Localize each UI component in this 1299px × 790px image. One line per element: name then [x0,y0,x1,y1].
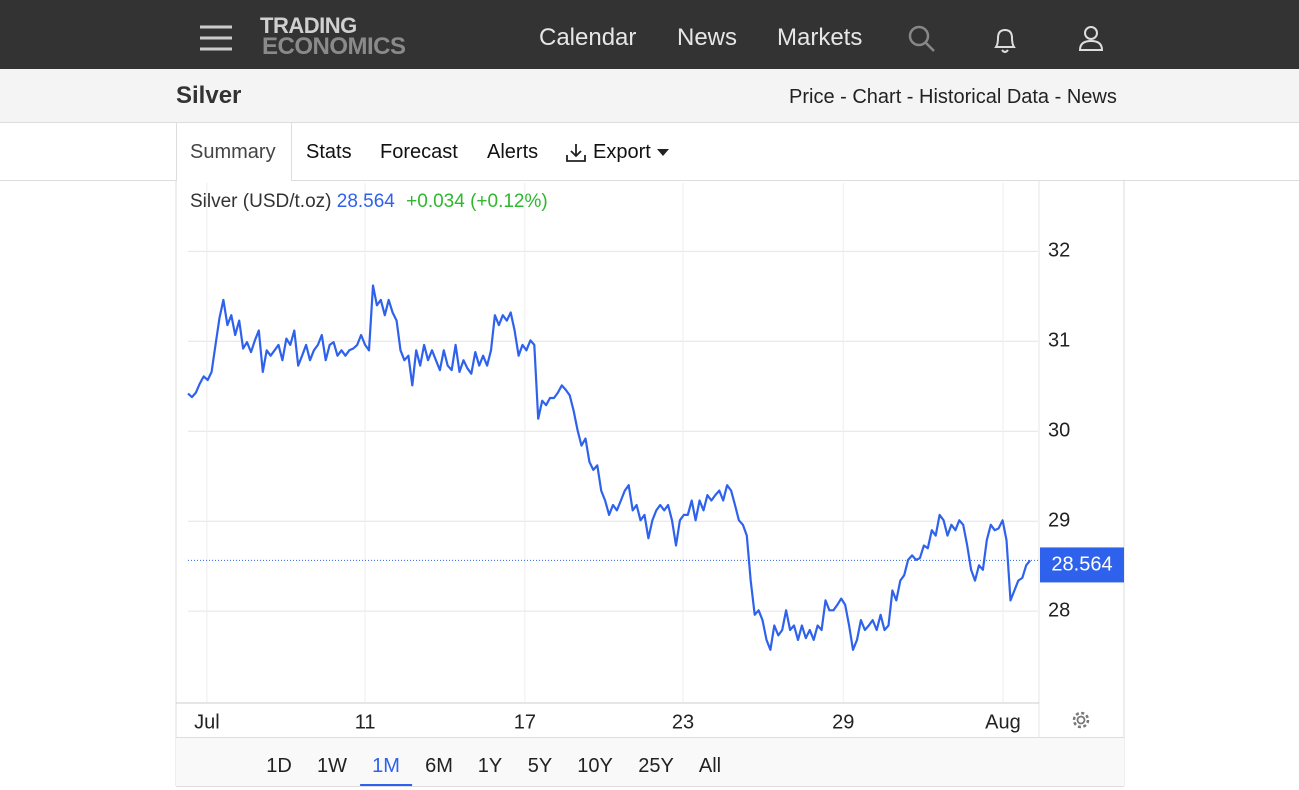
x-tick-label: 17 [514,711,536,733]
range-button[interactable]: All [698,755,722,777]
y-tick-label: 31 [1048,330,1070,352]
nav-link[interactable]: Calendar [539,24,637,51]
nav-link[interactable]: Markets [777,24,863,51]
tab[interactable]: Stats [306,141,352,163]
active-tab-bg [176,123,292,181]
x-tick-label: Aug [985,711,1021,733]
x-tick-label: 11 [355,711,376,733]
range-button[interactable]: 6M [425,755,453,777]
y-tick-label: 28 [1048,599,1070,621]
chart-header: Silver (USD/t.oz) 28.564 +0.034 (+0.12%) [190,191,548,213]
price-line [187,284,1031,651]
y-tick-label: 32 [1048,240,1070,262]
x-tick-label: 29 [832,711,854,733]
user-icon[interactable] [1076,24,1106,54]
page-title: Silver [176,82,242,109]
logo-top[interactable]: TRADING [260,13,357,38]
nav-link[interactable]: News [677,24,738,51]
range-button[interactable]: 1M [360,755,412,786]
caret [657,149,669,156]
range-button[interactable]: 1Y [477,755,503,777]
sub-header: Silver Price - Chart - Historical Data -… [0,69,1299,123]
tab-bar: Summary Stats Forecast Alerts Export [0,123,1299,181]
search-icon[interactable] [906,24,938,54]
tab[interactable]: Forecast [380,141,458,163]
bell-icon[interactable] [990,26,1020,56]
x-tick-label: Jul [194,711,220,733]
last-price: 28.564 [336,191,395,212]
tab[interactable]: Summary [190,141,276,163]
range-button[interactable]: 5Y [527,755,553,777]
range-button[interactable]: 1D [266,755,292,777]
settings-icon[interactable] [1072,711,1090,729]
range-bar: 1D 1W 1M 6M 1Y 5Y 10Y 25Y All [176,737,1124,787]
price-change: +0.034 (+0.12%) [406,191,548,212]
tab[interactable]: Alerts [487,141,539,163]
y-tick-label: 29 [1048,509,1070,531]
last-price-box [1040,547,1124,583]
breadcrumb[interactable]: Price - Chart - Historical Data - News [789,86,1117,108]
download-icon[interactable] [565,142,587,164]
range-button[interactable]: 25Y [638,755,674,777]
range-button[interactable]: 1W [317,755,347,777]
menu-icon[interactable] [198,24,234,52]
tab[interactable]: Export [593,141,651,163]
logo-bottom[interactable]: ECONOMICS [262,33,406,60]
series-label: Silver (USD/t.oz) [190,191,332,212]
top-nav: TRADING ECONOMICS Calendar News Markets [0,0,1299,69]
y-tick-label: 30 [1048,420,1070,442]
x-tick-label: 23 [672,711,694,733]
range-button[interactable]: 10Y [577,755,613,777]
last-price-label: 28.564 [1051,554,1112,576]
